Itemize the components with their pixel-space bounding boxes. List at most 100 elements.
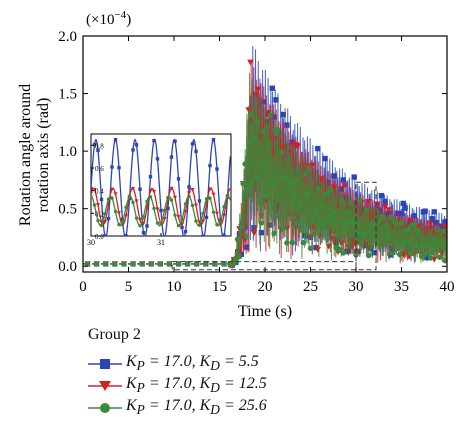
data-point-triangle	[252, 92, 260, 99]
data-point-square	[99, 197, 104, 202]
data-point-triangle	[91, 191, 94, 196]
data-point-square	[110, 165, 114, 169]
data-point-circle	[417, 247, 423, 254]
data-point-circle	[247, 111, 254, 117]
data-point-square	[269, 85, 275, 91]
data-point-square	[159, 208, 163, 213]
data-point-triangle	[169, 186, 174, 191]
data-point-circle	[404, 239, 410, 246]
data-point-circle	[347, 200, 354, 206]
data-point-circle	[235, 236, 241, 242]
data-point-triangle	[265, 109, 272, 116]
data-point-circle	[369, 232, 376, 238]
data-point-circle	[442, 258, 447, 264]
data-point-square	[176, 177, 181, 181]
data-point-circle	[395, 244, 401, 250]
data-point-circle	[99, 223, 104, 228]
data-point-square	[215, 167, 219, 171]
data-point-square	[398, 211, 405, 217]
data-point-circle	[344, 219, 350, 226]
data-point-circle	[437, 254, 443, 260]
legend-label: KP = 17.0, KD = 5.5	[126, 353, 259, 374]
data-point-circle	[287, 179, 294, 185]
x-tick-label: 0	[79, 279, 87, 295]
data-point-square	[166, 206, 170, 211]
legend-label: KP = 17.0, KD = 25.6	[126, 397, 267, 418]
x-tick-label: 20	[258, 279, 273, 295]
inset-frame	[90, 133, 232, 237]
data-point-square	[117, 165, 121, 170]
y-tick-label: 1.5	[58, 87, 77, 103]
data-point-square	[134, 143, 139, 147]
data-point-square	[91, 186, 93, 191]
data-point-triangle	[341, 182, 349, 189]
data-point-circle	[145, 199, 149, 204]
y-tick-label: 0.0	[58, 259, 77, 275]
data-point-square	[338, 186, 345, 192]
data-point-triangle	[134, 199, 139, 204]
data-point-triangle	[309, 162, 316, 169]
legend-title: Group 2	[88, 326, 141, 343]
data-point-square	[208, 163, 212, 168]
data-point-circle	[141, 215, 146, 219]
data-point-square	[120, 217, 125, 221]
data-point-square	[424, 254, 430, 261]
data-point-square	[124, 234, 128, 236]
data-point-circle	[194, 219, 198, 223]
x-tick-label: 40	[440, 279, 455, 295]
data-point-circle	[244, 233, 250, 240]
data-point-circle	[222, 205, 226, 209]
data-point-circle	[398, 220, 405, 226]
data-point-square	[106, 216, 111, 221]
data-point-circle	[124, 205, 128, 209]
inset-y-tick-label: 0.2	[95, 210, 104, 218]
data-point-triangle	[250, 230, 258, 237]
data-point-square	[201, 234, 205, 236]
data-point-circle	[440, 228, 447, 235]
inset-y-tick-label: 0.6	[95, 165, 104, 173]
main-axes: 0 5 10 15 20 25 30 35 40 0.0 0.5 1.0 1.5 2.0	[58, 29, 454, 295]
data-point-circle	[300, 239, 306, 246]
x-axis-label: Time (s)	[238, 303, 292, 320]
x-tick-label: 30	[349, 279, 364, 295]
data-point-circle	[152, 206, 156, 211]
data-point-circle	[435, 227, 441, 233]
data-point-circle	[215, 223, 219, 227]
data-point-square	[238, 251, 245, 257]
data-point-circle	[307, 245, 314, 251]
data-point-square	[113, 137, 118, 142]
data-point-circle	[304, 191, 310, 197]
data-point-square	[183, 229, 188, 234]
inset-y-tick-label: 0.8	[95, 142, 104, 150]
data-point-triangle	[176, 215, 181, 219]
data-point-circle	[382, 222, 388, 229]
data-point-circle	[340, 250, 346, 256]
data-point-circle	[424, 242, 430, 248]
data-point-circle	[387, 214, 394, 220]
data-point-circle	[256, 200, 263, 206]
data-point-square	[258, 229, 265, 236]
data-point-circle	[159, 222, 163, 226]
data-point-triangle	[211, 192, 216, 197]
data-point-circle	[120, 220, 125, 224]
zoom-region-box	[171, 261, 357, 271]
data-point-circle	[336, 246, 343, 253]
data-point-triangle	[330, 184, 338, 191]
data-point-circle	[351, 219, 357, 226]
data-point-square	[335, 236, 341, 243]
data-point-circle	[386, 229, 392, 235]
data-point-circle	[113, 209, 118, 214]
main-plot-area	[83, 46, 447, 271]
legend-marker-blue-square	[88, 359, 122, 369]
data-point-triangle	[155, 207, 160, 212]
data-point-circle	[278, 149, 285, 156]
data-point-triangle	[193, 203, 199, 208]
data-point-square	[275, 203, 281, 210]
data-point-circle	[438, 241, 445, 247]
data-point-triangle	[172, 195, 178, 200]
data-point-square	[389, 245, 396, 252]
data-point-circle	[258, 220, 265, 226]
y-tick-label: 2.0	[58, 29, 77, 45]
data-point-circle	[298, 227, 305, 233]
data-point-circle	[267, 112, 274, 118]
